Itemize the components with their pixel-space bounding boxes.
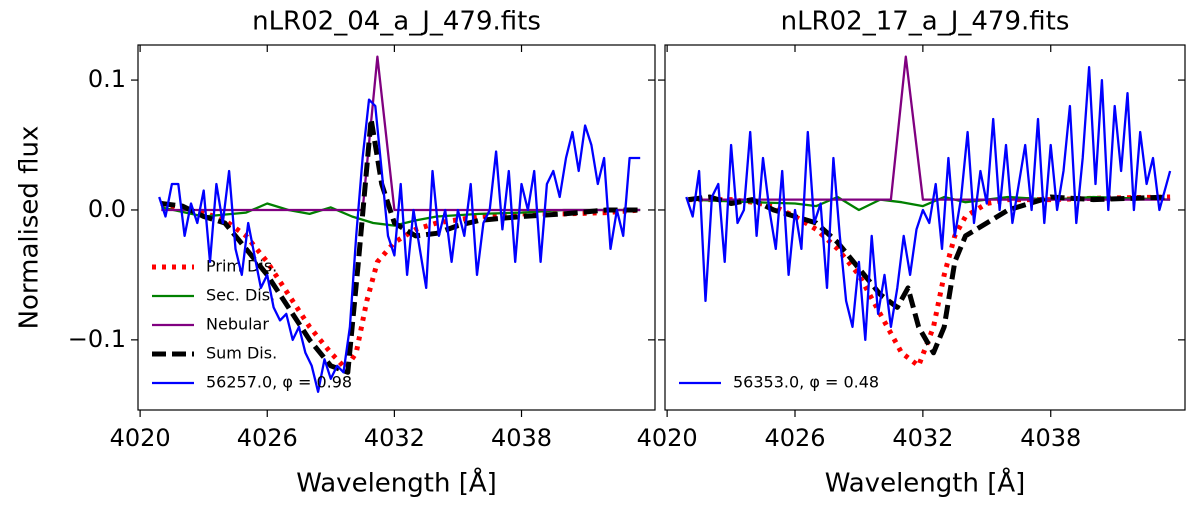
series-line (158, 98, 641, 393)
x-tick-label: 4038 (1020, 424, 1081, 452)
x-tick-label: 4020 (110, 424, 171, 452)
chart-title: nLR02_04_a_J_479.fits (252, 7, 541, 37)
x-axis-label: Wavelength [Å] (296, 467, 497, 499)
legend-label: 56353.0, φ = 0.48 (733, 373, 879, 392)
x-tick-label: 4032 (364, 424, 425, 452)
x-axis-label: Wavelength [Å] (825, 467, 1026, 499)
x-tick-label: 4038 (491, 424, 552, 452)
plot-frame (137, 44, 656, 411)
y-tick-label: −0.1 (68, 325, 126, 353)
x-tick-label: 4032 (892, 424, 953, 452)
series-line (688, 55, 1171, 201)
legend-label: Prim Dis. (206, 257, 277, 276)
legend-label: Sec. Dis. (206, 286, 275, 305)
series-line (161, 55, 641, 212)
series-line (160, 116, 641, 375)
legend-label: Sum Dis. (206, 344, 277, 363)
y-axis-label: Normalised flux (15, 126, 45, 330)
chart-title: nLR02_17_a_J_479.fits (781, 7, 1070, 37)
plot-frame (664, 44, 1186, 411)
y-tick-label: 0.1 (88, 65, 126, 93)
legend-label: 56257.0, φ = 0.98 (206, 373, 352, 392)
series-line (685, 65, 1172, 342)
x-tick-label: 4026 (237, 424, 298, 452)
x-tick-label: 4026 (764, 424, 825, 452)
x-tick-label: 4020 (637, 424, 698, 452)
y-tick-label: 0.0 (88, 195, 126, 223)
legend-label: Nebular (206, 315, 269, 334)
